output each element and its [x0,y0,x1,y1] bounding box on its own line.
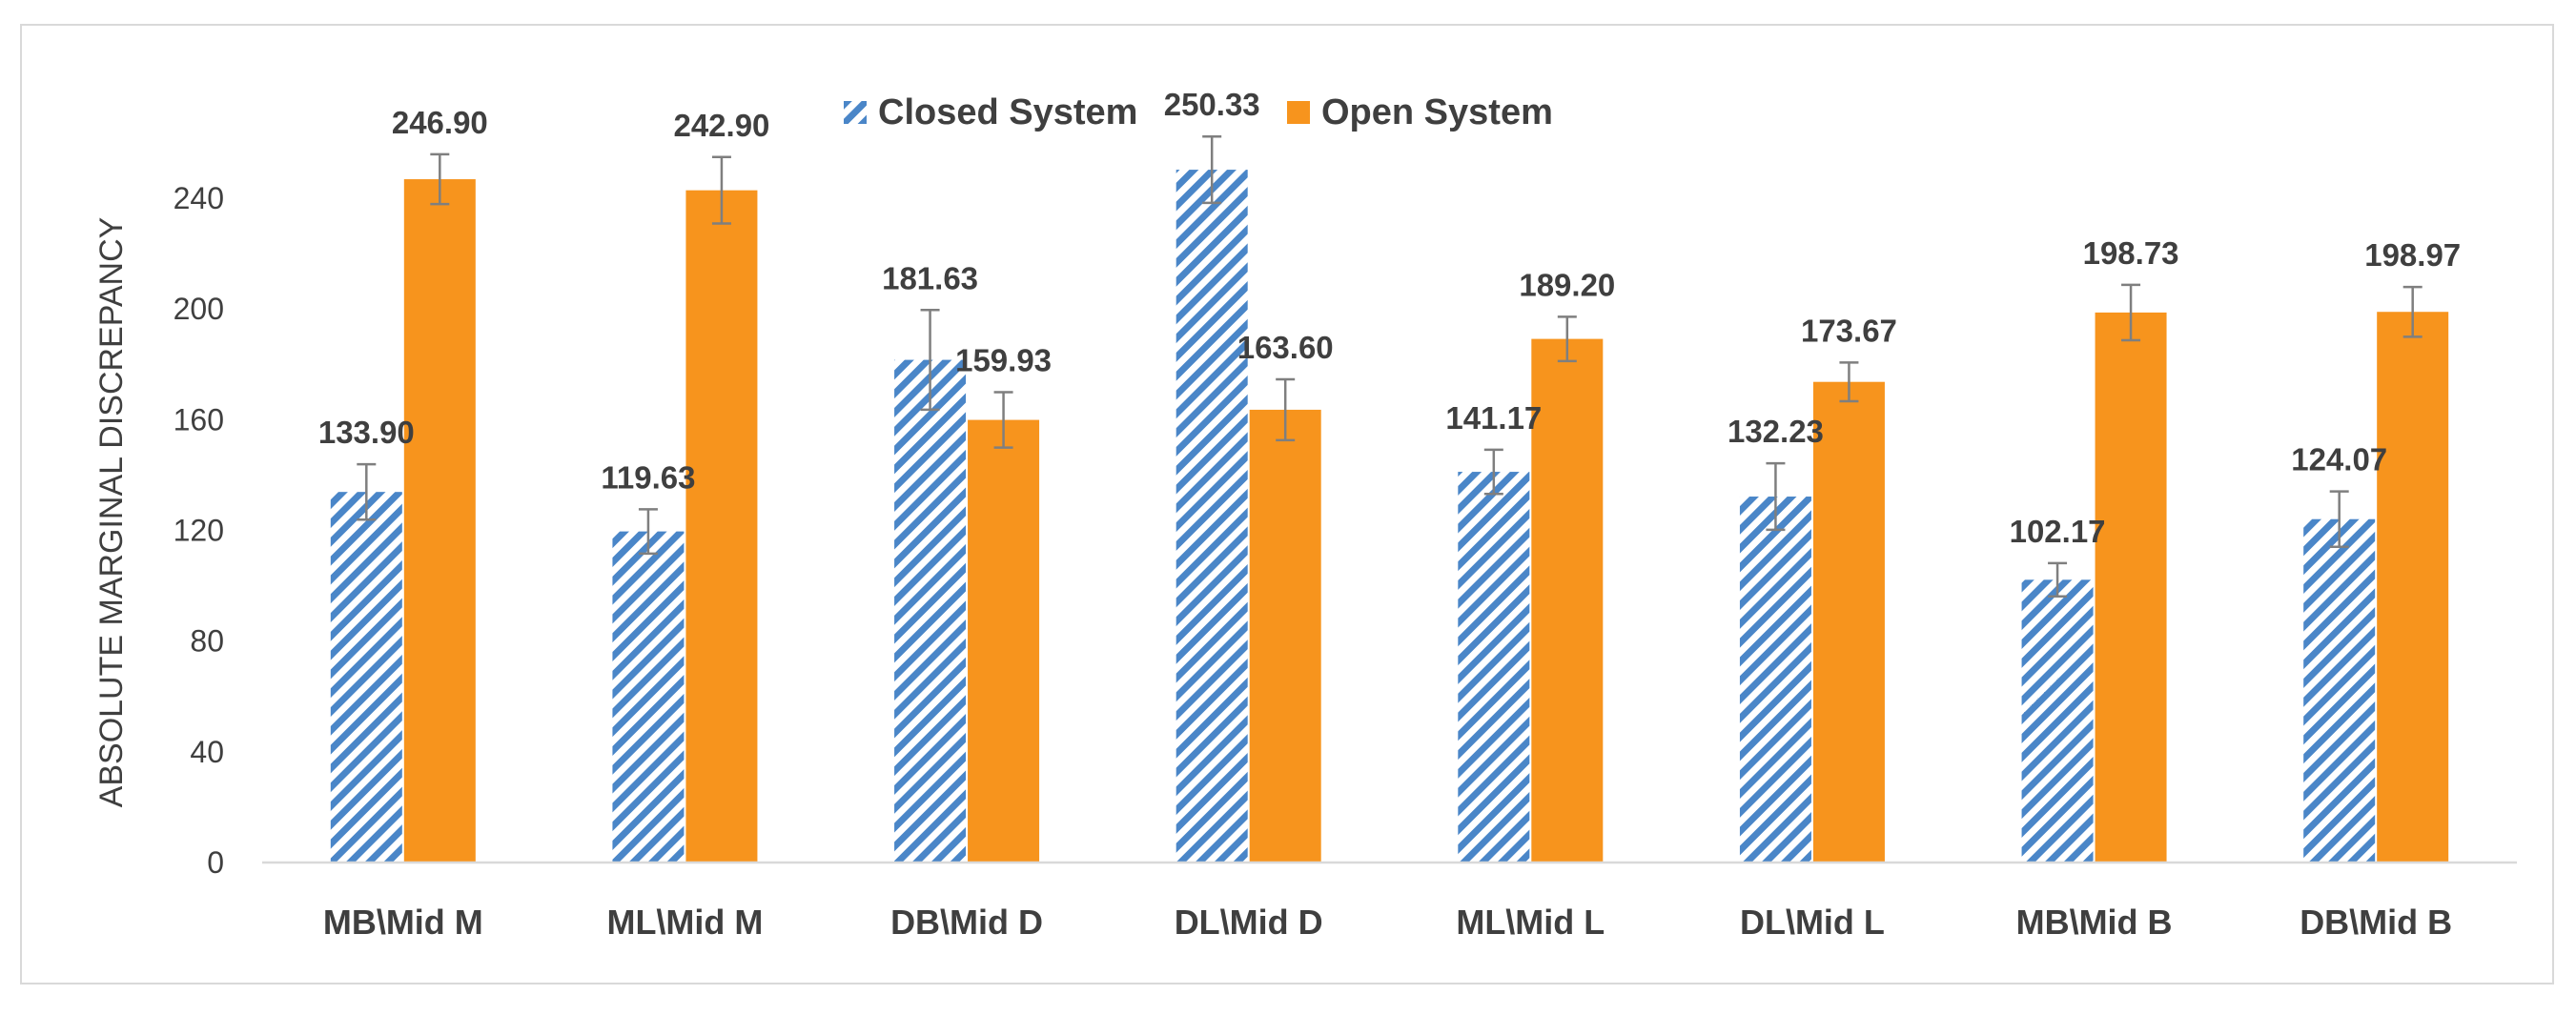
open-system-value-label: 159.93 [955,343,1052,378]
open-system-bar [1531,338,1604,863]
open-system-bar [1812,381,1885,863]
x-category-label: DB\Mid D [890,903,1043,942]
y-tick-label: 160 [174,402,224,436]
y-tick-label: 0 [207,845,224,880]
open-system-value-label: 189.20 [1519,267,1615,302]
closed-system-bar [1176,170,1248,863]
closed-system-bar [330,492,402,863]
open-system-bar [403,179,476,863]
closed-system-bar [894,359,967,863]
legend-label-open: Open System [1321,92,1553,132]
closed-system-bar [2303,518,2376,863]
y-axis-title: ABSOLUTE MARGINAL DISCREPANCY [93,217,130,808]
x-category-label: DL\Mid L [1740,903,1885,942]
closed-system-value-label: 132.23 [1728,414,1824,449]
legend-swatch-open [1287,101,1310,124]
x-category-label: DB\Mid B [2300,903,2452,942]
closed-system-bar [1458,472,1530,863]
open-system-bar [685,190,758,863]
x-category-label: ML\Mid L [1456,903,1605,942]
open-system-value-label: 198.97 [2364,237,2461,273]
open-system-value-label: 198.73 [2083,235,2179,271]
y-tick-label: 200 [174,292,224,326]
closed-system-value-label: 181.63 [882,260,978,295]
open-system-bar [2095,312,2167,863]
open-system-value-label: 173.67 [1801,313,1897,348]
legend-swatch-closed [844,101,867,124]
closed-system-bar [1739,497,1811,863]
x-category-label: DL\Mid D [1175,903,1323,942]
closed-system-value-label: 119.63 [601,459,695,495]
open-system-bar [1249,409,1321,863]
y-tick-label: 240 [174,181,224,215]
open-system-bar [2377,312,2449,863]
closed-system-bar [612,531,685,863]
legend-label-closed: Closed System [878,92,1137,132]
x-category-label: ML\Mid M [606,903,763,942]
open-system-value-label: 246.90 [392,105,488,140]
open-system-value-label: 242.90 [673,108,769,143]
closed-system-value-label: 124.07 [2291,442,2387,477]
closed-system-value-label: 250.33 [1164,87,1260,122]
open-system-bar [968,419,1040,863]
x-category-label: MB\Mid M [323,903,483,942]
y-tick-label: 120 [174,514,224,548]
closed-system-value-label: 102.17 [2010,514,2106,549]
closed-system-value-label: 133.90 [318,415,415,450]
y-tick-label: 40 [190,735,224,769]
open-system-value-label: 163.60 [1237,330,1334,365]
closed-system-value-label: 141.17 [1445,400,1542,436]
legend-closed-system: Closed System [844,92,1137,132]
x-category-label: MB\Mid B [2016,903,2173,942]
legend: Closed System Open System [844,92,1553,132]
y-tick-label: 80 [190,624,224,659]
closed-system-bar [2021,579,2094,863]
legend-open-system: Open System [1287,92,1553,132]
